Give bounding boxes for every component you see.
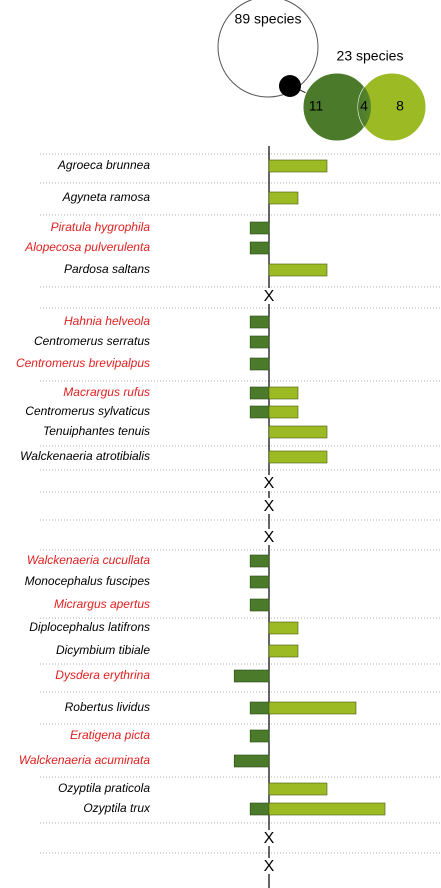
left-bar	[249, 802, 270, 816]
right-bar	[268, 802, 386, 816]
species-label: Pardosa saltans	[64, 262, 150, 276]
left-bar	[249, 221, 270, 235]
left-bar	[249, 554, 270, 568]
left-bar	[249, 315, 270, 329]
left-bar	[233, 669, 270, 683]
right-bar	[268, 405, 299, 419]
species-label: Agroeca brunnea	[57, 158, 150, 172]
marker: X	[264, 830, 275, 847]
venn-count: 11	[309, 98, 324, 114]
marker-bg	[262, 475, 276, 491]
venn-label: 23 species	[337, 48, 404, 64]
venn-circle	[217, 0, 319, 98]
species-label: Eratigena picta	[70, 728, 150, 742]
species-label: Ozyptila praticola	[58, 781, 150, 795]
right-bar	[268, 191, 299, 205]
left-bar	[233, 754, 270, 768]
right-bar	[268, 263, 328, 277]
left-bar	[249, 386, 270, 400]
left-bar	[249, 241, 270, 255]
species-label: Agyneta ramosa	[62, 190, 151, 204]
marker: X	[264, 288, 275, 305]
left-bar	[249, 701, 270, 715]
venn-label: 89 species	[235, 11, 302, 27]
venn: 89 species 23 species 11 4 8	[217, 0, 427, 142]
right-bar	[268, 621, 299, 635]
marker-bg	[262, 498, 276, 514]
left-bar	[249, 357, 270, 371]
marker-bg	[262, 288, 276, 304]
left-bar	[249, 598, 270, 612]
marker-bg	[262, 529, 276, 545]
species-label: Walckenaeria acuminata	[19, 753, 151, 767]
species-label: Centromerus serratus	[34, 334, 150, 348]
species-label: Dysdera erythrina	[55, 668, 150, 682]
species-label: Centromerus brevipalpus	[16, 356, 150, 370]
marker: X	[264, 529, 275, 546]
species-label: Macrargus rufus	[63, 385, 150, 399]
species-label: Monocephalus fuscipes	[25, 574, 150, 588]
species-label: Dicymbium tibiale	[56, 643, 150, 657]
species-label: Micrargus apertus	[54, 597, 150, 611]
species-label: Walckenaeria cucullata	[27, 553, 151, 567]
marker: X	[264, 475, 275, 492]
right-bar	[268, 450, 328, 464]
left-bar	[249, 335, 270, 349]
right-bar	[268, 159, 328, 173]
venn-dot	[279, 75, 301, 97]
species-label: Piratula hygrophila	[51, 220, 151, 234]
right-bar	[268, 782, 328, 796]
species-label: Ozyptila trux	[83, 801, 151, 815]
right-bar	[268, 644, 299, 658]
right-bar	[268, 425, 328, 439]
marker-bg	[262, 830, 276, 846]
venn-count: 4	[360, 98, 368, 114]
species-label: Tenuiphantes tenuis	[43, 424, 150, 438]
left-bar	[249, 405, 270, 419]
species-label: Alopecosa pulverulenta	[24, 240, 150, 254]
right-bar	[268, 701, 357, 715]
right-bar	[268, 386, 299, 400]
left-bar	[249, 575, 270, 589]
marker: X	[264, 498, 275, 515]
marker-bg	[262, 858, 276, 874]
species-label: Centromerus sylvaticus	[25, 404, 150, 418]
left-bar	[249, 729, 270, 743]
marker: X	[264, 858, 275, 875]
species-label: Robertus lividus	[65, 700, 150, 714]
species-label: Diplocephalus latifrons	[29, 620, 150, 634]
species-label: Hahnia helveola	[64, 314, 150, 328]
species-label: Walckenaeria atrotibialis	[20, 449, 150, 463]
venn-count: 8	[396, 98, 404, 114]
